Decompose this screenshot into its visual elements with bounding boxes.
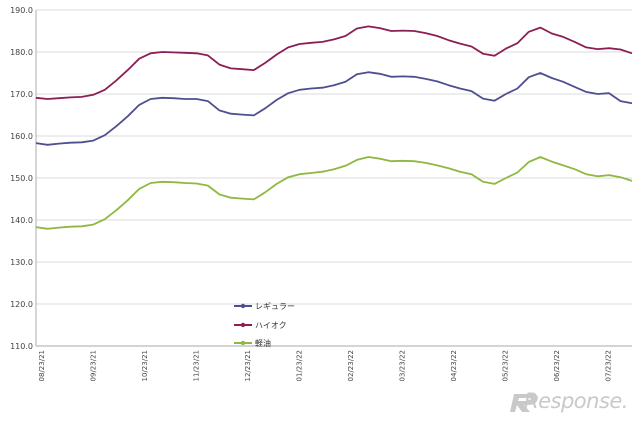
y-tick-label: 110.0 xyxy=(10,342,33,351)
legend-marker xyxy=(240,322,246,328)
y-tick-label: 120.0 xyxy=(10,300,33,309)
y-tick-label: 150.0 xyxy=(10,174,33,183)
x-tick-label: 03/23/22 xyxy=(399,350,407,381)
series-line-0 xyxy=(35,71,633,146)
x-tick-label: 12/23/21 xyxy=(244,350,252,381)
y-tick-label: 160.0 xyxy=(10,132,33,141)
watermark-text: Response. xyxy=(524,389,628,413)
x-tick-label: 10/23/21 xyxy=(141,350,149,381)
y-tick-label: 170.0 xyxy=(10,90,33,99)
gridlines xyxy=(36,9,632,347)
series-line-2 xyxy=(35,156,633,230)
y-tick-label: 190.0 xyxy=(10,6,33,15)
y-tick-label: 130.0 xyxy=(10,258,33,267)
x-axis: 08/23/21 09/23/21 10/23/21 11/23/21 12/23/21… xyxy=(36,345,632,381)
legend-label: 軽油 xyxy=(255,338,271,348)
x-tick-label: 02/23/22 xyxy=(347,350,355,381)
y-axis: 110.0 120.0 130.0 140.0 150.0 160.0 170.0 180.0… xyxy=(10,6,37,351)
x-tick-label: 05/23/22 xyxy=(502,350,510,381)
y-tick-label: 140.0 xyxy=(10,216,33,225)
x-tick-label: 09/23/21 xyxy=(90,350,98,381)
response-logo-watermark: Response. xyxy=(510,388,630,414)
x-tick-label: 01/23/22 xyxy=(296,350,304,381)
legend-marker xyxy=(240,340,246,346)
series-line-1 xyxy=(35,25,633,100)
legend-label: レギュラー xyxy=(255,302,295,311)
legend-marker xyxy=(240,303,246,309)
x-tick-label: 08/23/21 xyxy=(38,350,46,381)
x-tick-label: 11/23/21 xyxy=(193,350,201,381)
x-tick-label: 04/23/22 xyxy=(450,350,458,381)
response-logo-icon xyxy=(510,394,538,412)
x-tick-label: 06/23/22 xyxy=(553,350,561,381)
legend-label: ハイオク xyxy=(255,321,287,330)
y-tick-label: 180.0 xyxy=(10,48,33,57)
series-lines xyxy=(35,25,633,230)
x-tick-label: 07/23/22 xyxy=(605,350,613,381)
